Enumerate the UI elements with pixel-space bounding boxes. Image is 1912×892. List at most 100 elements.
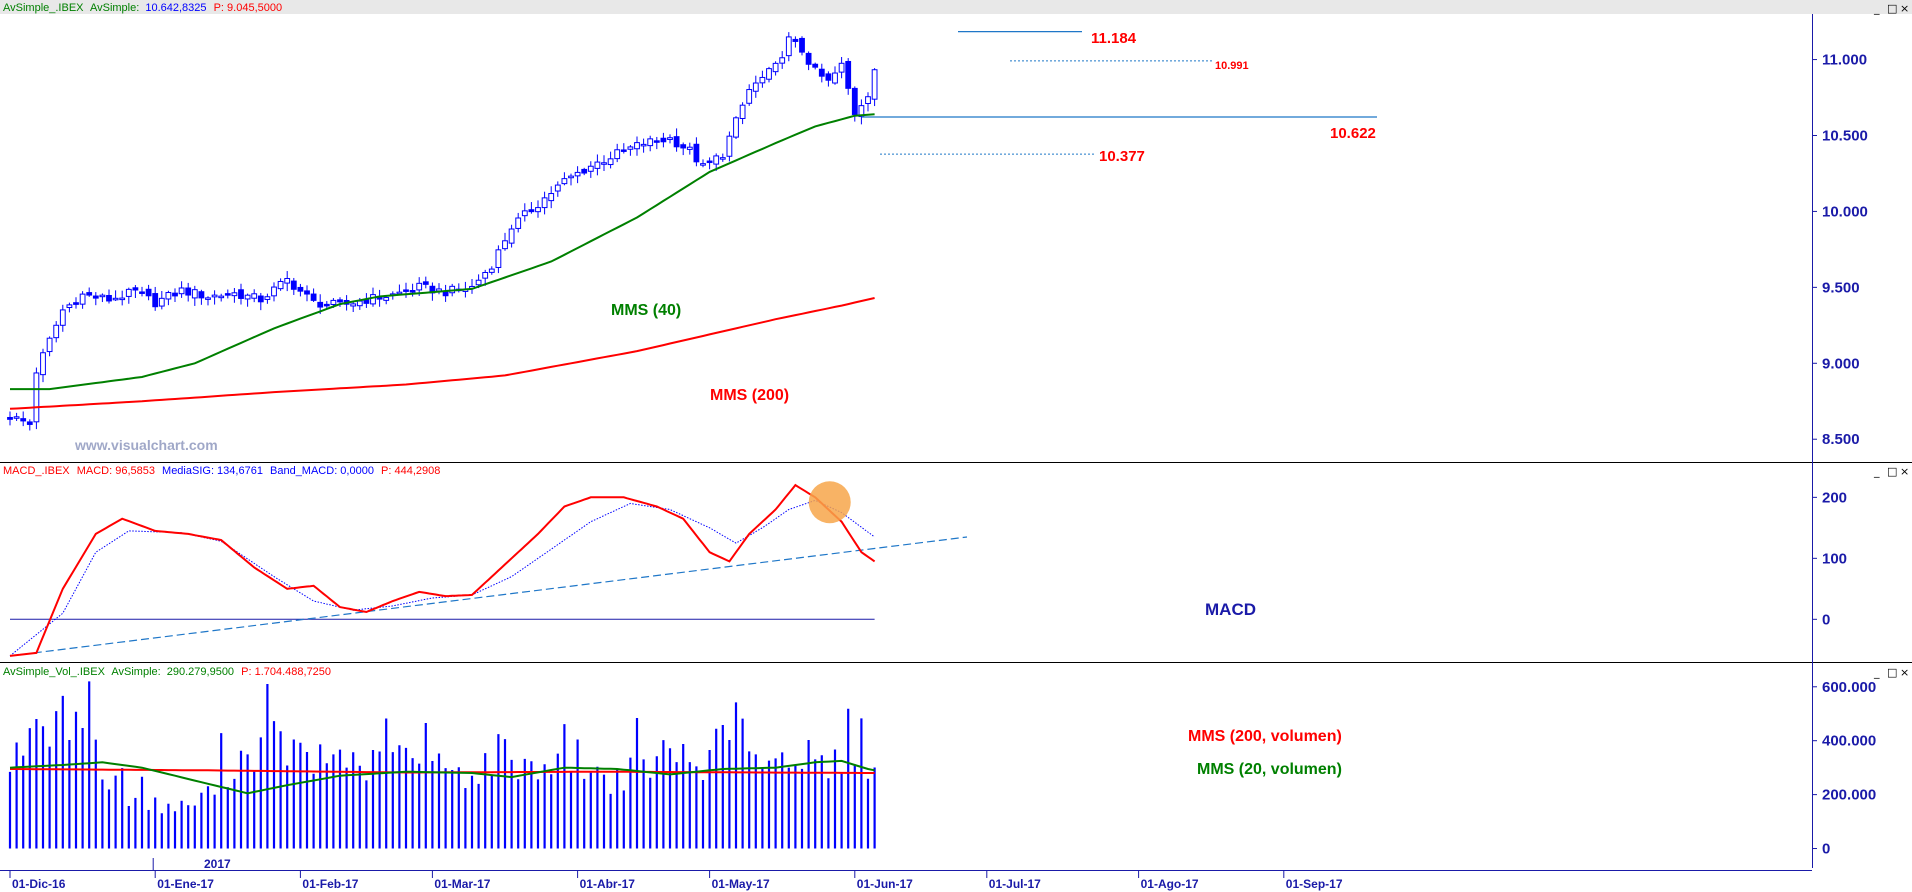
macd-maximize-button[interactable]: □ xyxy=(1887,465,1897,478)
candle-body xyxy=(304,290,310,295)
candle-body xyxy=(145,288,152,297)
candle-body xyxy=(515,217,522,229)
time-axis-label: 01-Mar-17 xyxy=(434,877,490,891)
candle-body xyxy=(653,140,660,143)
price-header-p: P: 9.045,5000 xyxy=(214,2,283,14)
candle-body xyxy=(640,143,647,147)
candle-body xyxy=(7,416,13,420)
time-axis-label: 01-Dic-16 xyxy=(12,877,66,891)
candle-body xyxy=(403,289,409,292)
candle-body xyxy=(587,165,594,172)
candle-body xyxy=(502,240,508,250)
candle-body xyxy=(627,146,634,150)
candle-body xyxy=(172,292,178,297)
volume-axis-label: 0 xyxy=(1822,841,1830,858)
candle-body xyxy=(858,105,865,118)
candle-body xyxy=(508,228,515,244)
annotation-10622: 10.622 xyxy=(1330,125,1376,142)
time-axis-label: 01-Feb-17 xyxy=(302,877,358,891)
candle-body xyxy=(125,288,132,297)
candle-body xyxy=(726,135,733,157)
candle-body xyxy=(330,299,337,305)
candle-body xyxy=(224,293,231,296)
macd-trend-line xyxy=(9,536,968,657)
candle-body xyxy=(323,303,330,307)
volume-header-name: AvSimple_Vol_.IBEX xyxy=(3,666,106,678)
candle-body xyxy=(706,160,713,164)
candle-body xyxy=(693,143,700,163)
time-axis-label: 01-Abr-17 xyxy=(580,877,636,891)
candle-body xyxy=(680,144,687,149)
candle-body xyxy=(284,277,291,284)
candle-body xyxy=(218,295,225,299)
candle-body xyxy=(152,293,159,308)
volume-axis-label: 600.000 xyxy=(1822,679,1876,696)
candle-body xyxy=(92,295,99,299)
candle-body xyxy=(363,299,370,304)
macd-minimize-button[interactable]: _ xyxy=(1873,465,1880,478)
time-axis-label: 01-May-17 xyxy=(712,877,770,891)
price-close-button[interactable]: × xyxy=(1900,2,1909,15)
candle-body xyxy=(370,294,376,305)
time-axis-label: 01-Ene-17 xyxy=(157,877,214,891)
candle-body xyxy=(317,301,324,308)
price-panel-header: AvSimple_.IBEX AvSimple: 10.642,8325 P: … xyxy=(3,2,282,14)
candle-body xyxy=(475,279,482,286)
candle-body xyxy=(785,36,792,57)
candle-body xyxy=(818,68,825,77)
candle-body xyxy=(752,82,759,92)
price-axis-label: 9.000 xyxy=(1822,355,1860,372)
candle-body xyxy=(271,286,277,297)
price-minimize-button[interactable]: _ xyxy=(1873,2,1880,15)
candle-body xyxy=(568,175,574,179)
price-panel-header-bar xyxy=(0,0,1912,14)
macd-header-name: MACD_.IBEX xyxy=(3,465,70,477)
macd-header-macd: MACD: 96,5853 xyxy=(77,465,155,477)
candle-body xyxy=(26,421,33,425)
candle-body xyxy=(647,138,654,147)
year-label: 2017 xyxy=(204,857,231,871)
volume-panel-header: AvSimple_Vol_.IBEX AvSimple: 290.279,950… xyxy=(3,666,331,678)
candle-body xyxy=(139,291,145,294)
candle-body xyxy=(719,157,726,160)
candle-body xyxy=(409,290,416,293)
candle-body xyxy=(574,171,581,177)
candle-body xyxy=(119,297,126,301)
candle-body xyxy=(46,337,53,353)
candle-body xyxy=(554,184,561,192)
candle-body xyxy=(838,62,845,73)
volume-close-button[interactable]: × xyxy=(1900,666,1909,679)
candle-body xyxy=(521,210,528,217)
macd-panel-header: MACD_.IBEX MACD: 96,5853 MediaSIG: 134,6… xyxy=(3,465,440,477)
volume-maximize-button[interactable]: □ xyxy=(1887,666,1897,679)
candle-body xyxy=(297,286,304,292)
candle-body xyxy=(733,117,739,138)
candle-body xyxy=(713,155,720,165)
watermark: www.visualchart.com xyxy=(74,437,218,453)
price-maximize-button[interactable]: □ xyxy=(1887,2,1897,15)
candle-body xyxy=(244,294,251,300)
candle-body xyxy=(779,57,786,64)
time-axis-label: 01-Ago-17 xyxy=(1141,877,1199,891)
candle-body xyxy=(132,287,139,291)
volume-minimize-button[interactable]: _ xyxy=(1873,666,1880,679)
label-mms200: MMS (200) xyxy=(710,387,789,404)
candle-body xyxy=(416,282,423,291)
candle-body xyxy=(673,136,680,148)
macd-axis-label: 200 xyxy=(1822,489,1847,506)
candle-body xyxy=(337,299,343,303)
candle-body xyxy=(561,178,568,185)
macd-close-button[interactable]: × xyxy=(1900,465,1909,478)
candle-body xyxy=(700,163,706,166)
mms40-line xyxy=(10,113,875,391)
candle-body xyxy=(231,292,238,297)
highlight-circle xyxy=(808,481,851,524)
price-header-indicator: AvSimple: xyxy=(90,2,139,14)
volume-header-indicator: AvSimple: xyxy=(111,666,160,678)
candle-body xyxy=(845,60,852,89)
candle-body xyxy=(66,304,73,309)
candle-body xyxy=(620,149,627,152)
macd-header-band: Band_MACD: 0,0000 xyxy=(270,465,374,477)
annotation-10377: 10.377 xyxy=(1099,148,1145,165)
price-axis-label: 11.000 xyxy=(1822,52,1867,69)
